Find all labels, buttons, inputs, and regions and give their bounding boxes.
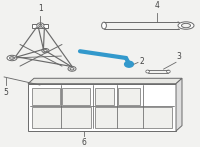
Ellipse shape: [167, 70, 170, 73]
Ellipse shape: [37, 23, 44, 28]
Polygon shape: [28, 78, 182, 84]
Bar: [118, 88, 140, 105]
Ellipse shape: [125, 61, 133, 67]
Ellipse shape: [7, 55, 17, 61]
Text: 6: 6: [82, 138, 87, 147]
Ellipse shape: [42, 49, 49, 53]
Bar: [62, 88, 90, 105]
Text: 4: 4: [155, 1, 160, 10]
Ellipse shape: [146, 70, 149, 73]
Text: 1: 1: [38, 4, 43, 13]
Bar: [32, 88, 60, 105]
Polygon shape: [176, 78, 182, 131]
Ellipse shape: [68, 66, 76, 71]
Text: 2: 2: [139, 57, 144, 66]
Ellipse shape: [102, 22, 106, 29]
Bar: [28, 84, 176, 131]
Bar: [32, 107, 91, 128]
Ellipse shape: [178, 22, 194, 29]
Ellipse shape: [44, 50, 47, 52]
Ellipse shape: [10, 57, 14, 59]
Bar: [32, 24, 48, 28]
Bar: [95, 88, 114, 105]
Ellipse shape: [70, 68, 74, 70]
Text: 5: 5: [4, 88, 8, 97]
Ellipse shape: [39, 24, 42, 27]
Bar: [95, 107, 172, 128]
Ellipse shape: [182, 23, 190, 28]
Text: 3: 3: [176, 52, 181, 61]
